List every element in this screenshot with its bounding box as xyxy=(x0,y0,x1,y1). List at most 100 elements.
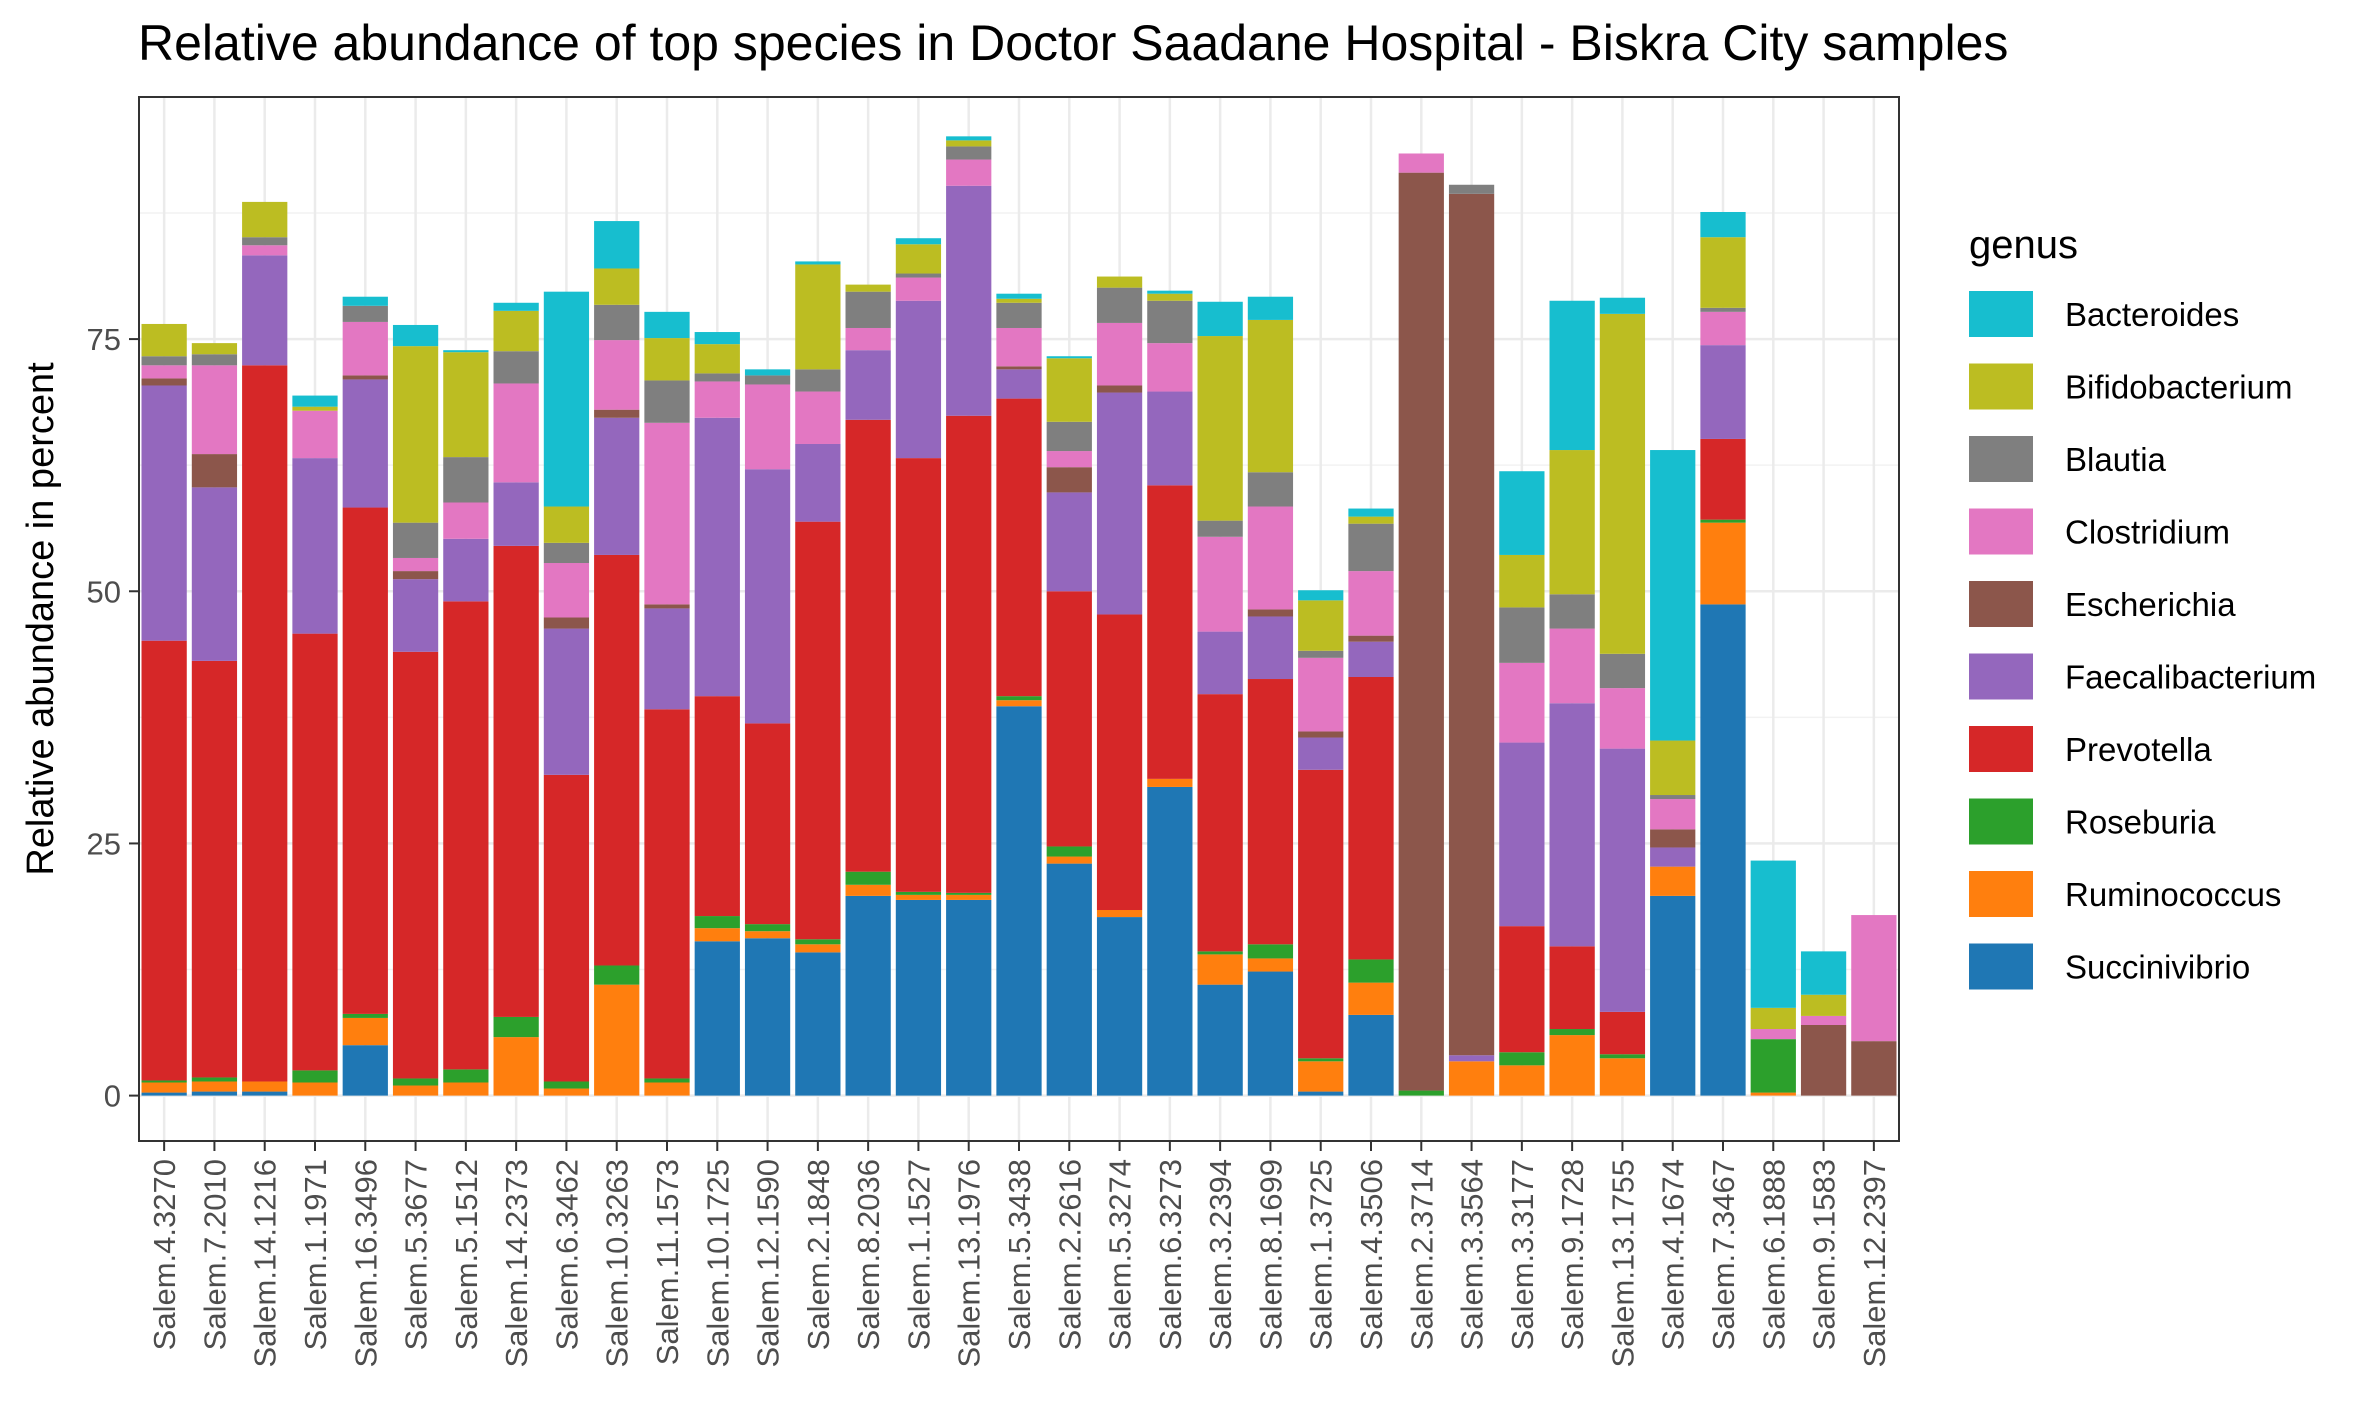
bar-segment-blautia xyxy=(1549,594,1595,629)
bar-segment-prevotella xyxy=(1599,1011,1646,1055)
bar-segment-bifidobacterium xyxy=(895,244,942,274)
bar-segment-prevotella xyxy=(795,521,841,940)
bar-segment-prevotella xyxy=(292,633,338,1071)
legend-title: genus xyxy=(1969,223,2078,267)
bar-segment-ruminococcus xyxy=(1197,954,1243,985)
bar-segment-blautia xyxy=(1247,472,1294,507)
bar-segment-ruminococcus xyxy=(996,700,1042,707)
bar-segment-bifidobacterium xyxy=(292,406,338,411)
bar-segment-clostridium xyxy=(1599,688,1646,749)
bar-segment-faecalibacterium xyxy=(845,350,891,420)
bar-segment-ruminococcus xyxy=(1549,1035,1595,1096)
bar-segment-bifidobacterium xyxy=(242,201,288,238)
bar-segment-prevotella xyxy=(191,660,238,1078)
bar-segment-prevotella xyxy=(644,709,690,1079)
bar-segment-ruminococcus xyxy=(292,1082,338,1096)
bar-segment-ruminococcus xyxy=(1750,1092,1796,1096)
bar-segment-clostridium xyxy=(242,245,288,256)
bar-segment-escherichia xyxy=(543,617,590,629)
bar-segment-faecalibacterium xyxy=(1046,492,1092,592)
legend-swatch-prevotella xyxy=(1969,726,2033,772)
bar-segment-blautia xyxy=(1650,795,1696,800)
bar-segment-faecalibacterium xyxy=(1348,641,1394,677)
bar-segment-faecalibacterium xyxy=(392,579,439,652)
bar-segment-succinivibrio xyxy=(342,1045,388,1096)
bar-segment-bacteroides xyxy=(996,293,1042,299)
x-tick-label: Salem.2.1848 xyxy=(801,1159,836,1350)
bar-segment-clostridium xyxy=(845,327,891,351)
bar-segment-succinivibrio xyxy=(1348,1014,1394,1096)
bar-segment-blautia xyxy=(694,373,740,382)
bar-segment-bifidobacterium xyxy=(1247,319,1294,473)
bar-segment-prevotella xyxy=(1247,679,1294,945)
bar-segment-ruminococcus xyxy=(141,1082,187,1093)
bar-segment-bacteroides xyxy=(694,332,740,345)
bar-segment-clostridium xyxy=(493,383,539,483)
legend-swatch-bifidobacterium xyxy=(1969,363,2033,410)
bar-segment-roseburia xyxy=(1197,951,1243,955)
x-tick-label: Salem.8.2036 xyxy=(851,1159,886,1350)
bar-segment-bifidobacterium xyxy=(946,140,992,147)
bar-segment-clostridium xyxy=(1197,536,1243,632)
bar-segment-prevotella xyxy=(996,398,1042,697)
bar-segment-ruminococcus xyxy=(744,931,791,939)
bar-segment-escherichia xyxy=(1348,635,1394,642)
bar-segment-faecalibacterium xyxy=(191,487,238,661)
bar-segment-faecalibacterium xyxy=(1147,391,1193,486)
legend-swatch-bacteroides xyxy=(1969,291,2033,337)
bar-segment-prevotella xyxy=(1700,438,1746,520)
bar-segment-clostridium xyxy=(594,340,640,410)
bar-segment-faecalibacterium xyxy=(493,482,539,546)
x-tick-label: Salem.5.3677 xyxy=(399,1159,434,1350)
bar-segment-bacteroides xyxy=(1197,301,1243,337)
bar-segment-blautia xyxy=(493,351,539,384)
bar-segment-roseburia xyxy=(493,1016,539,1038)
bar-segment-ruminococcus xyxy=(895,894,942,900)
bar-segment-bacteroides xyxy=(1298,590,1344,601)
x-tick-label: Salem.13.1976 xyxy=(952,1159,987,1368)
bar-segment-bifidobacterium xyxy=(644,338,690,381)
bar-segment-faecalibacterium xyxy=(1599,748,1646,1012)
bar-segment-bifidobacterium xyxy=(1549,450,1595,595)
bar-segment-bacteroides xyxy=(543,291,590,507)
bar-segment-bifidobacterium xyxy=(996,298,1042,303)
bar-segment-bacteroides xyxy=(1700,211,1746,238)
bar-segment-bacteroides xyxy=(946,136,992,141)
bar-segment-clostridium xyxy=(1800,1015,1847,1025)
bar-segment-blautia xyxy=(1700,307,1746,312)
bar-segment-bifidobacterium xyxy=(1599,313,1646,654)
x-tick-label: Salem.9.1583 xyxy=(1807,1159,1842,1350)
bar-segment-clostridium xyxy=(1247,506,1294,610)
y-axis: 0 25 50 75 xyxy=(87,322,139,1114)
bar-segment-blautia xyxy=(744,375,791,385)
bar-segment-prevotella xyxy=(1096,614,1143,911)
bar-segment-roseburia xyxy=(1549,1029,1595,1036)
bar-segment-succinivibrio xyxy=(1096,917,1143,1096)
legend-swatch-succinivibrio xyxy=(1969,943,2033,990)
bar-segment-blautia xyxy=(996,302,1042,328)
bar-segment-ruminococcus xyxy=(1599,1058,1646,1096)
x-tick-label: Salem.12.2397 xyxy=(1857,1159,1892,1368)
bar-segment-escherichia xyxy=(1398,172,1444,1091)
bar-segment-prevotella xyxy=(1298,769,1344,1059)
bar-segment-roseburia xyxy=(644,1078,690,1083)
bar-segment-clostridium xyxy=(443,502,489,539)
x-tick-label: Salem.12.1590 xyxy=(751,1159,786,1368)
bar-segment-prevotella xyxy=(242,365,288,1082)
bar-segment-bacteroides xyxy=(644,311,690,339)
bar-segment-escherichia xyxy=(1800,1025,1847,1096)
bar-segment-roseburia xyxy=(1046,846,1092,857)
bar-segment-prevotella xyxy=(1197,694,1243,952)
bar-segment-prevotella xyxy=(392,651,439,1079)
bar-segment-bacteroides xyxy=(1247,296,1294,320)
bar-segment-roseburia xyxy=(795,939,841,945)
y-tick-label: 25 xyxy=(87,826,121,861)
bar-segment-roseburia xyxy=(392,1078,439,1086)
x-tick-label: Salem.3.2394 xyxy=(1203,1159,1238,1350)
bar-segment-roseburia xyxy=(1298,1058,1344,1062)
bar-segment-escherichia xyxy=(1448,193,1495,1056)
bar-segment-faecalibacterium xyxy=(1298,737,1344,770)
bar-segment-blautia xyxy=(191,354,238,366)
legend-label-faecalibacterium: Faecalibacterium xyxy=(2065,659,2316,696)
